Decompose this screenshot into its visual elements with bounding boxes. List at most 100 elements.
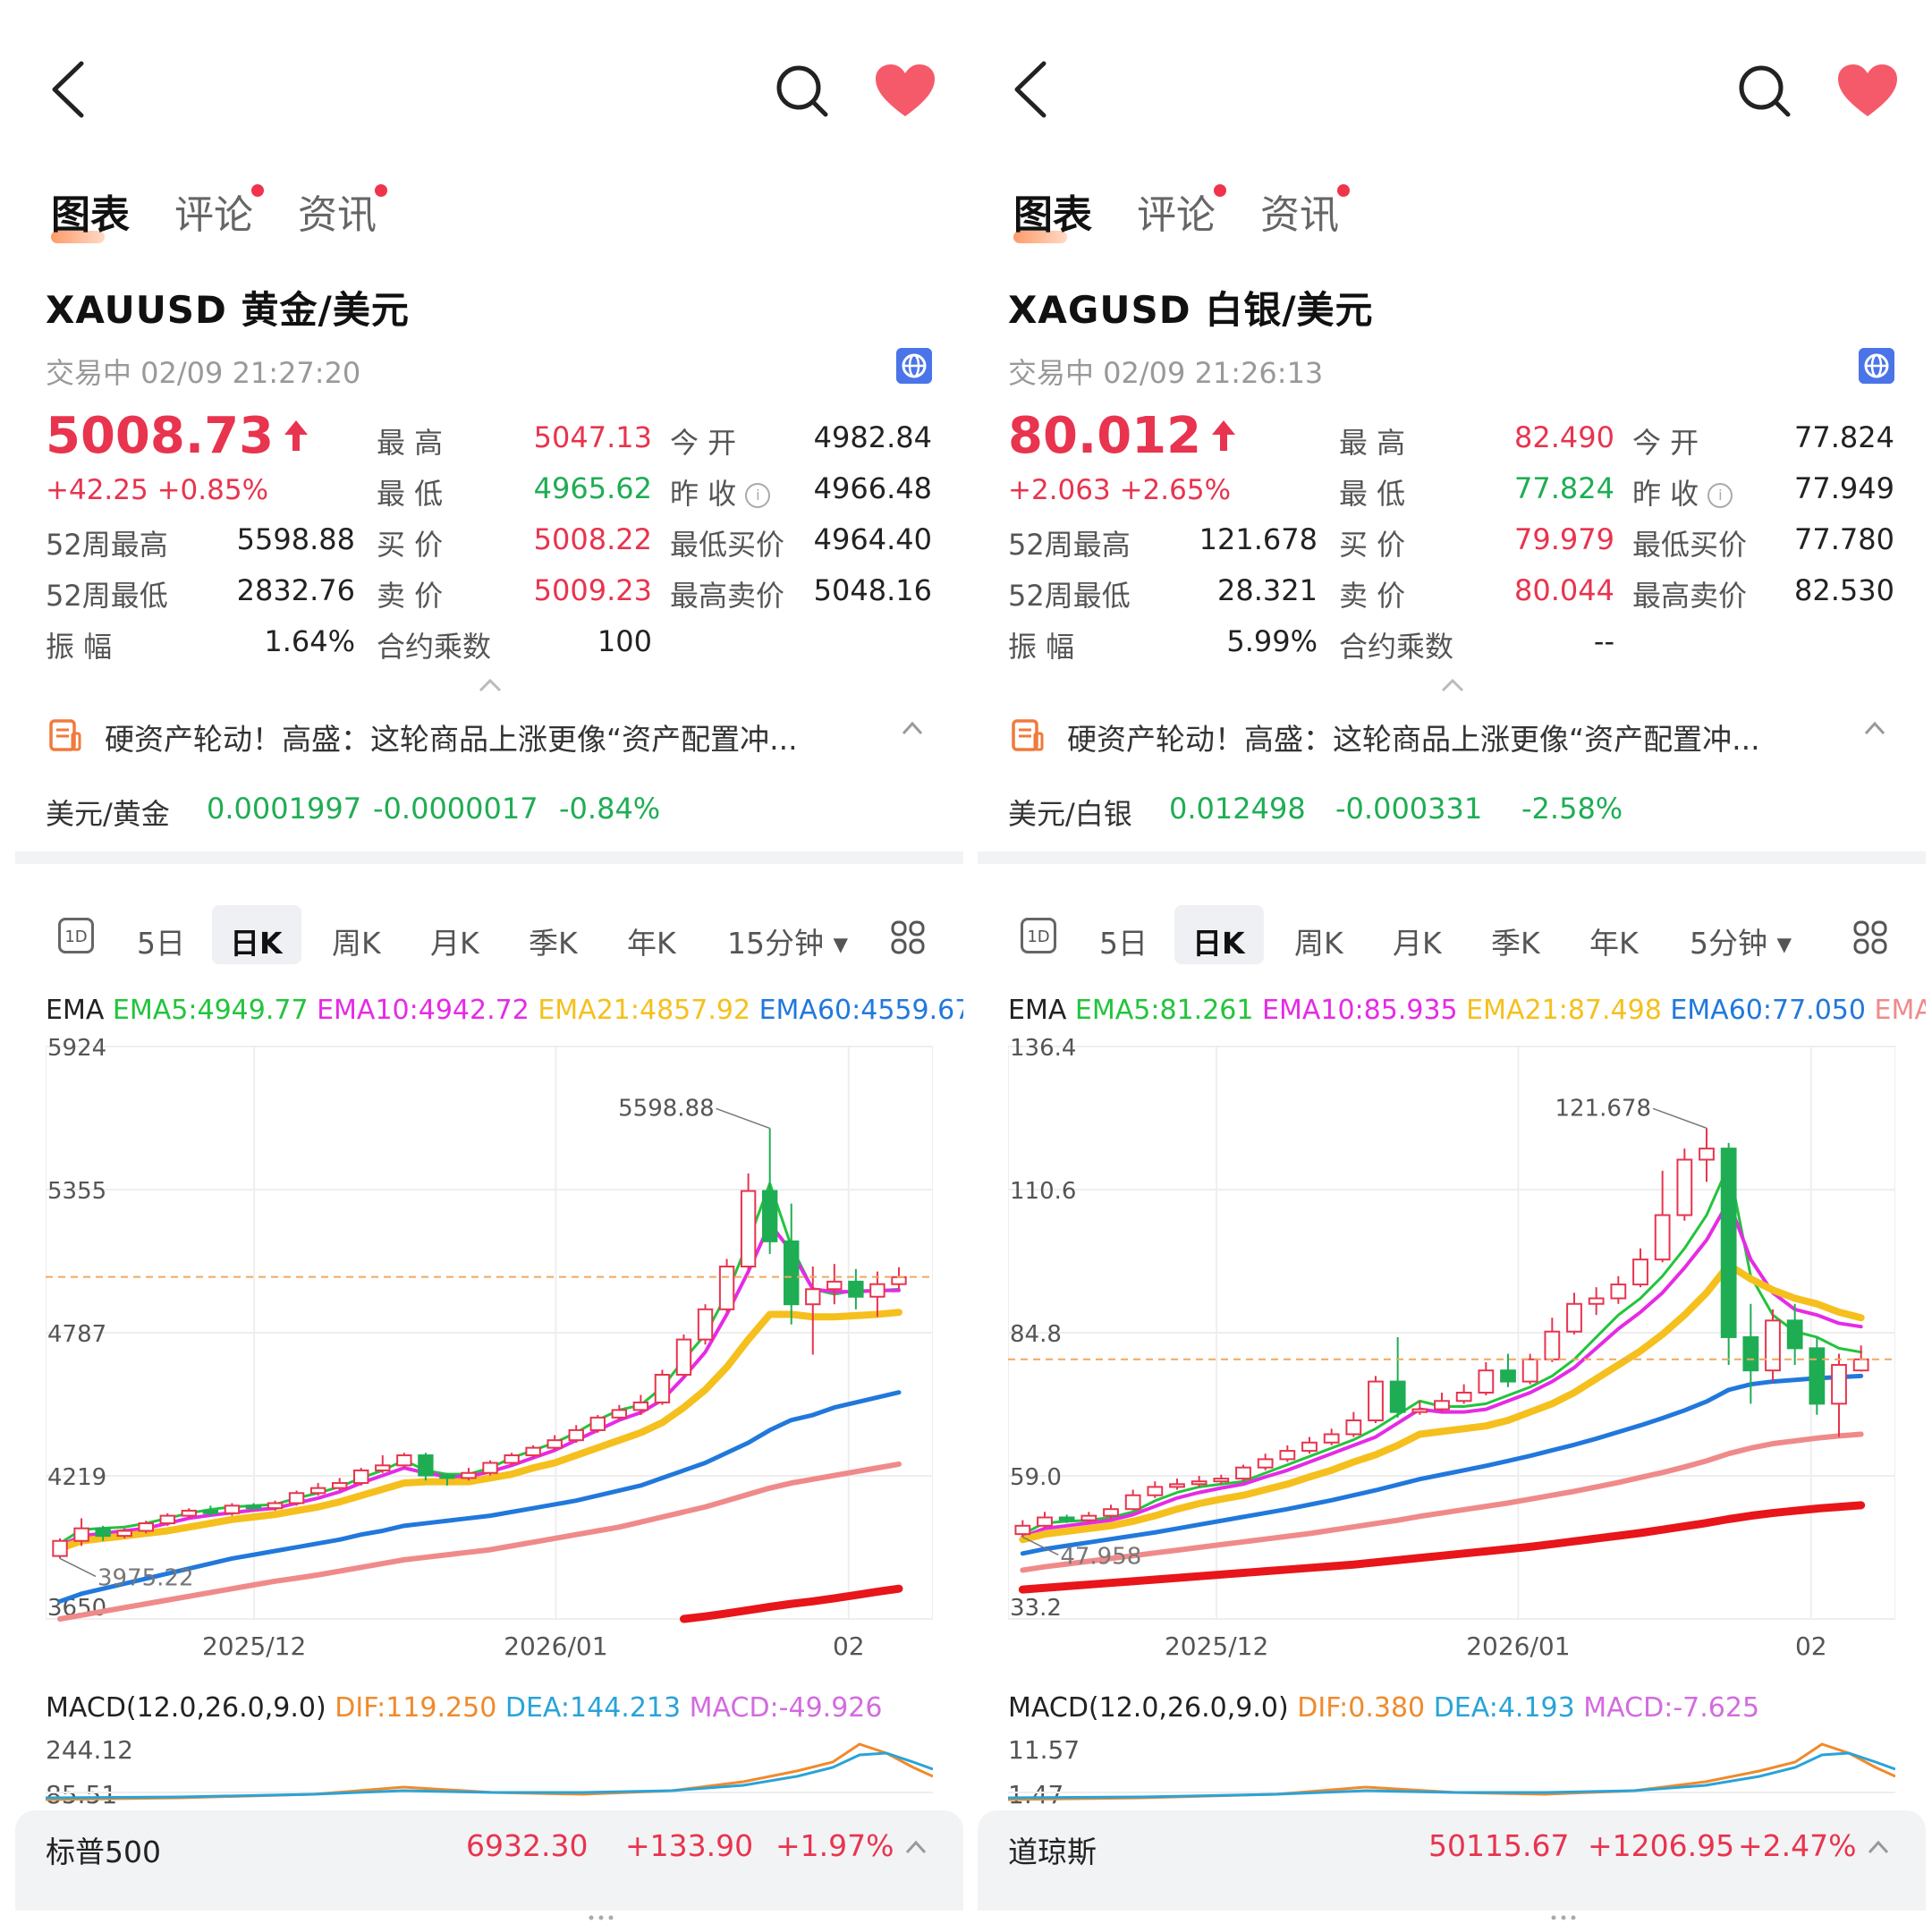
candle-body bbox=[1566, 1302, 1582, 1333]
chevron-up-icon[interactable] bbox=[1867, 1839, 1890, 1855]
tab-chart[interactable]: 图表 bbox=[51, 182, 130, 243]
candle-body bbox=[439, 1474, 455, 1479]
amplitude-label: 振 幅 bbox=[1008, 630, 1075, 664]
tab-comments[interactable]: 评论 bbox=[1137, 182, 1226, 240]
ema-line-ema21 bbox=[56, 1309, 902, 1553]
info-icon[interactable]: i bbox=[1707, 483, 1733, 508]
week52-low-label: 52周最低 bbox=[1008, 579, 1131, 613]
candle-body bbox=[1588, 1297, 1605, 1305]
candle-body bbox=[1103, 1508, 1119, 1517]
news-headline[interactable]: 硬资产轮动！高盛：这轮商品上涨更像“资产配置冲... bbox=[1067, 722, 1760, 757]
news-headline[interactable]: 硬资产轮动！高盛：这轮商品上涨更像“资产配置冲... bbox=[105, 722, 798, 757]
macd-axis-mid: 85.51 bbox=[46, 1780, 118, 1809]
period-daily-k[interactable]: 日K bbox=[230, 926, 283, 961]
candle-body bbox=[654, 1374, 671, 1403]
period-daily-k[interactable]: 日K bbox=[1192, 926, 1245, 961]
tab-news[interactable]: 资讯 bbox=[1260, 182, 1350, 240]
notification-dot bbox=[251, 184, 264, 197]
globe-icon[interactable] bbox=[1859, 348, 1894, 384]
last-price: 80.012 bbox=[1008, 407, 1237, 465]
period-1d[interactable]: 1D bbox=[58, 918, 94, 953]
back-icon[interactable] bbox=[47, 58, 87, 121]
price-change: +2.063 +2.65% bbox=[1008, 474, 1232, 506]
candlestick-chart[interactable]: 136.4 110.6 84.8 59.0 33.2 2025/12 2026/01 02 12… bbox=[1008, 1038, 1895, 1664]
candle-body bbox=[1765, 1319, 1781, 1372]
chevron-up-icon[interactable] bbox=[901, 720, 924, 736]
amplitude-label: 振 幅 bbox=[46, 630, 113, 664]
period-quarterly-k[interactable]: 季K bbox=[529, 926, 578, 961]
candle-body bbox=[1699, 1148, 1715, 1161]
candle-body bbox=[461, 1471, 477, 1479]
index-name: 道琼斯 bbox=[1008, 1835, 1097, 1869]
collapse-caret-icon[interactable] bbox=[479, 678, 502, 692]
period-monthly-k[interactable]: 月K bbox=[1393, 926, 1442, 961]
candle-body bbox=[1786, 1319, 1803, 1350]
multiplier-value: -- bbox=[1593, 624, 1614, 658]
y-tick-label: 136.4 bbox=[1010, 1038, 1076, 1062]
macd-value: MACD:-7.625 bbox=[1583, 1692, 1760, 1724]
tab-news[interactable]: 资讯 bbox=[298, 182, 387, 240]
high-label: 最 高 bbox=[377, 426, 444, 460]
trading-status: 交易中 02/09 21:26:13 bbox=[1008, 356, 1324, 390]
candle-body bbox=[353, 1469, 369, 1485]
candle-body bbox=[267, 1502, 284, 1510]
candle-body bbox=[1279, 1450, 1296, 1461]
period-weekly-k[interactable]: 周K bbox=[1294, 926, 1343, 961]
tab-comments[interactable]: 评论 bbox=[174, 182, 264, 240]
period-monthly-k[interactable]: 月K bbox=[430, 926, 479, 961]
x-tick-label: 2025/12 bbox=[1165, 1631, 1268, 1661]
macd-legend: MACD(12.0,26.0,9.0) DIF:0.380 DEA:4.193 … bbox=[1008, 1692, 1759, 1724]
period-minute-dropdown[interactable]: 5分钟 ▾ bbox=[1690, 926, 1792, 961]
candle-body bbox=[1676, 1158, 1693, 1216]
search-icon[interactable] bbox=[774, 63, 831, 120]
period-5day[interactable]: 5日 bbox=[137, 926, 185, 961]
favorite-heart-icon[interactable] bbox=[874, 63, 936, 118]
candle-body bbox=[1037, 1516, 1053, 1527]
market-ticker-bar[interactable] bbox=[15, 1810, 963, 1911]
conversion-value: 0.0001997 bbox=[207, 792, 362, 826]
period-minute-dropdown[interactable]: 15分钟 ▾ bbox=[727, 926, 849, 961]
x-tick-label: 2026/01 bbox=[1466, 1631, 1570, 1661]
period-yearly-k[interactable]: 年K bbox=[1589, 926, 1639, 961]
highest-ask-value: 5048.16 bbox=[813, 573, 932, 607]
tab-news-label: 资讯 bbox=[298, 192, 377, 238]
open-value: 4982.84 bbox=[813, 420, 932, 454]
candle-body bbox=[675, 1338, 692, 1377]
x-tick-label: 2025/12 bbox=[202, 1631, 306, 1661]
tab-chart[interactable]: 图表 bbox=[1013, 182, 1092, 243]
grid-menu-icon[interactable] bbox=[890, 919, 926, 955]
min-price-label: 3975.22 bbox=[97, 1564, 194, 1591]
amplitude-value: 1.64% bbox=[264, 624, 355, 658]
info-icon[interactable]: i bbox=[745, 483, 771, 508]
favorite-heart-icon[interactable] bbox=[1836, 63, 1899, 118]
grid-menu-icon[interactable] bbox=[1852, 919, 1888, 955]
y-tick-label: 33.2 bbox=[1010, 1595, 1062, 1622]
news-icon bbox=[49, 719, 81, 751]
period-quarterly-k[interactable]: 季K bbox=[1491, 926, 1540, 961]
period-1d[interactable]: 1D bbox=[1021, 918, 1056, 953]
collapse-caret-icon[interactable] bbox=[1441, 678, 1464, 692]
index-change: +133.90 bbox=[625, 1828, 754, 1863]
chevron-up-icon[interactable] bbox=[904, 1839, 928, 1855]
period-weekly-k[interactable]: 周K bbox=[332, 926, 381, 961]
market-ticker-bar[interactable] bbox=[978, 1810, 1926, 1911]
last-price: 5008.73 bbox=[46, 407, 309, 465]
period-yearly-k[interactable]: 年K bbox=[627, 926, 676, 961]
section-divider bbox=[978, 852, 1926, 864]
globe-icon[interactable] bbox=[896, 348, 932, 384]
period-selected-bg bbox=[212, 905, 301, 964]
macd-dif: DIF:119.250 bbox=[335, 1692, 497, 1724]
tab-comments-label: 评论 bbox=[174, 192, 253, 238]
candle-body bbox=[1191, 1480, 1208, 1486]
period-5day[interactable]: 5日 bbox=[1099, 926, 1148, 961]
macd-value: MACD:-49.926 bbox=[689, 1692, 883, 1724]
back-icon[interactable] bbox=[1010, 58, 1049, 121]
candle-body bbox=[1544, 1330, 1561, 1360]
y-tick-label: 59.0 bbox=[1010, 1464, 1062, 1491]
search-icon[interactable] bbox=[1736, 63, 1793, 120]
macd-dea: DEA:4.193 bbox=[1433, 1692, 1575, 1724]
candle-body bbox=[589, 1416, 606, 1431]
chevron-up-icon[interactable] bbox=[1863, 720, 1886, 736]
lowest-bid-value: 4964.40 bbox=[813, 522, 932, 556]
